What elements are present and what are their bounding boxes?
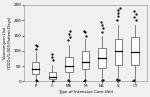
Bar [48,72,56,79]
Bar [115,39,122,65]
Y-axis label: Vancomycin Use
(DDDs/1,000 Patient-Days): Vancomycin Use (DDDs/1,000 Patient-Days) [3,17,12,69]
Bar [98,48,106,68]
Bar [65,57,72,72]
Bar [131,37,139,65]
Bar [32,61,39,74]
Bar [82,51,89,69]
X-axis label: Type of Intensive Care Unit: Type of Intensive Care Unit [58,90,113,94]
